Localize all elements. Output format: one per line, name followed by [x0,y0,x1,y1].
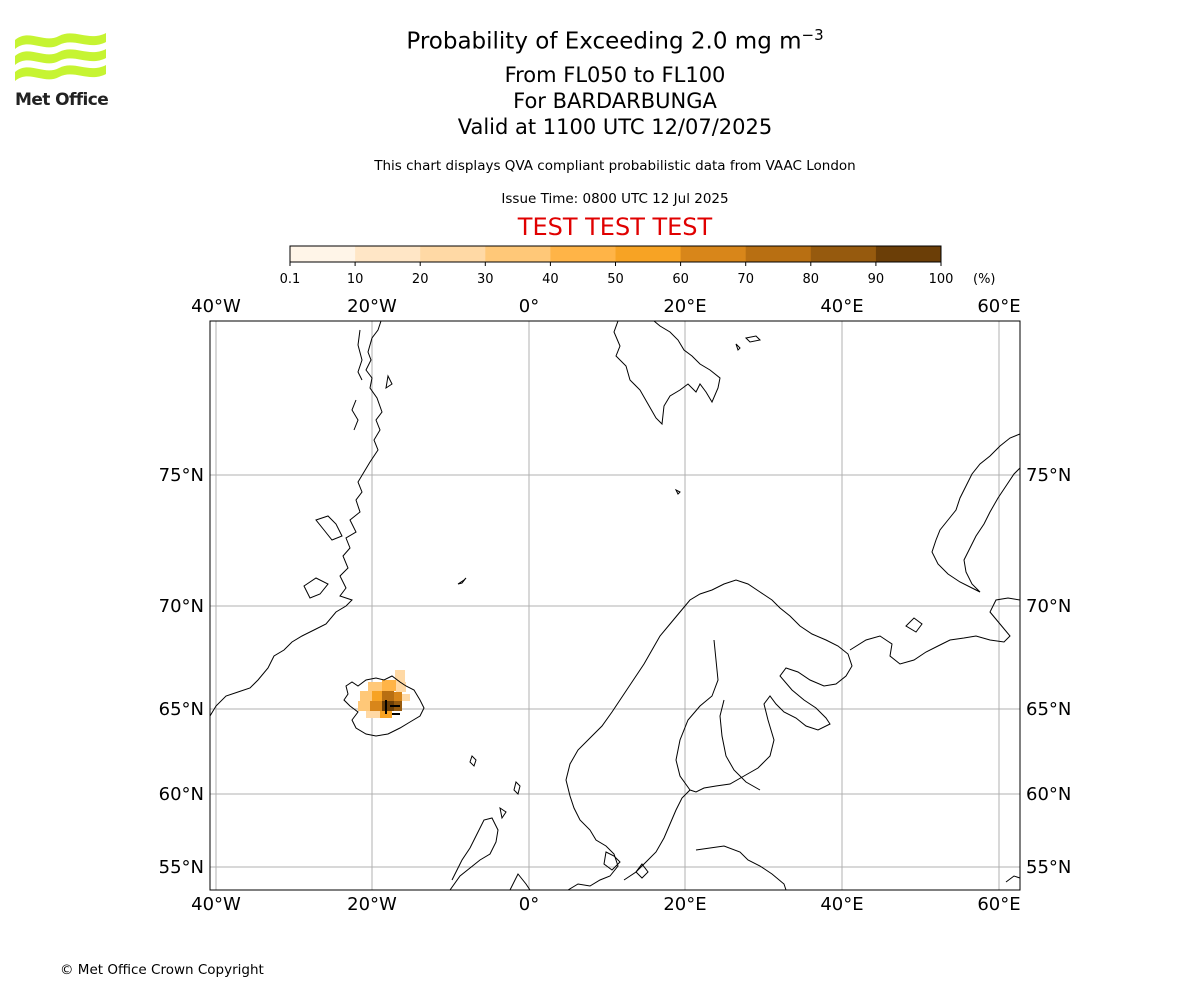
flight-level-range: From FL050 to FL100 [504,63,726,87]
colorbar-cell [875,246,942,262]
colorbar-tick-label: 40 [542,272,559,287]
colorbar-unit: (%) [973,272,996,287]
lat-label-left: 65°N [159,699,204,720]
lon-label-top: 40°W [191,296,241,317]
lat-label-left: 55°N [159,857,204,878]
lon-label-bottom: 20°W [347,894,397,915]
lon-label-top: 20°E [663,296,706,317]
colorbar-cell [810,246,877,262]
colorbar-tick-label: 50 [607,272,624,287]
colorbar-tick-label: 10 [347,272,364,287]
colorbar-cell [485,246,551,262]
coastlines [210,321,1020,890]
lon-label-top: 0° [519,296,539,317]
colorbar-tick-label: 60 [672,272,689,287]
colorbar-tick-label: 70 [737,272,754,287]
lon-label-bottom: 0° [519,894,539,915]
copyright-footer: © Met Office Crown Copyright [60,962,264,978]
lat-label-left: 70°N [159,596,204,617]
title-superscript: −3 [801,26,824,44]
lat-label-left: 75°N [159,465,204,486]
lon-label-top: 60°E [977,296,1020,317]
colorbar-tick-label: 100 [929,272,954,287]
colorbar-cell [290,246,356,262]
colorbar-cell [745,246,812,262]
lat-label-right: 65°N [1026,699,1071,720]
lon-label-top: 40°E [820,296,863,317]
lat-label-right: 70°N [1026,596,1071,617]
colorbar-tick-label: 90 [868,272,885,287]
gridlines [210,321,1020,890]
lon-label-bottom: 20°E [663,894,706,915]
title-prefix: Probability of Exceeding 2.0 mg m [406,28,802,55]
lat-label-right: 75°N [1026,465,1071,486]
chart-title: Probability of Exceeding 2.0 mg m−3 [0,26,1200,55]
lon-label-bottom: 40°W [191,894,241,915]
met-office-waves-icon [15,33,106,81]
colorbar-tick-label: 20 [412,272,429,287]
colorbar-cell [550,246,616,262]
lat-label-left: 60°N [159,784,204,805]
valid-time: Valid at 1100 UTC 12/07/2025 [457,115,773,139]
colorbar-tick-label: 0.1 [280,272,301,287]
lat-label-right: 55°N [1026,857,1071,878]
met-office-logo: Met Office [14,30,109,112]
lat-label-right: 60°N [1026,784,1071,805]
chart-description: This chart displays QVA compliant probab… [374,158,856,174]
colorbar-tick-label: 80 [803,272,820,287]
lon-label-top: 20°W [347,296,397,317]
lon-label-bottom: 40°E [820,894,863,915]
colorbar-tick-label: 30 [477,272,494,287]
ash-probability-plume [358,670,410,718]
lon-label-bottom: 60°E [977,894,1020,915]
volcano-name: For BARDARBUNGA [513,89,717,113]
colorbar-cell [355,246,421,262]
colorbar-cell [420,246,486,262]
test-banner: TEST TEST TEST [517,213,713,241]
colorbar-cell [680,246,747,262]
volcano-marker [385,700,400,715]
issue-time: Issue Time: 0800 UTC 12 Jul 2025 [501,191,729,207]
met-office-logo-text: Met Office [15,90,109,110]
probability-colorbar: 0.1 10 20 30 40 50 60 70 80 90 100 (%) [280,245,996,287]
map-frame [209,320,1021,891]
colorbar-cell [615,246,682,262]
